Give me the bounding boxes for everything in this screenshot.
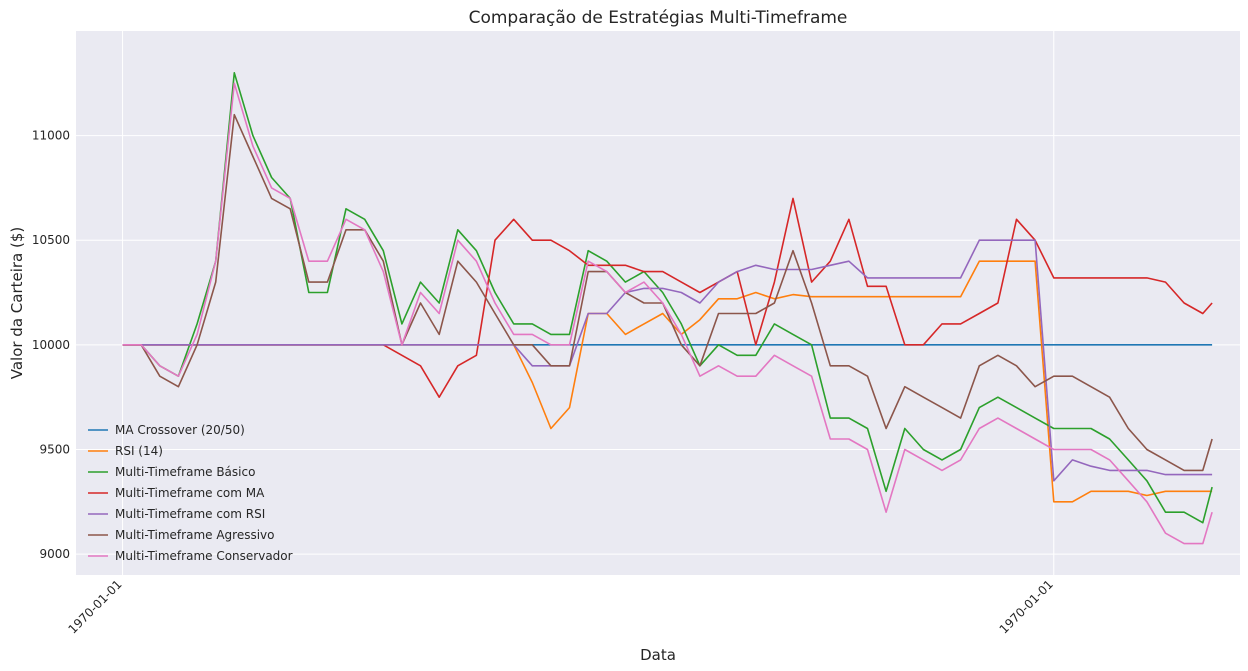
x-tick-label: 1970-01-01 <box>65 577 124 636</box>
legend-entry: Multi-Timeframe com RSI <box>115 507 265 521</box>
x-axis-ticks: 1970-01-01 1970-01-01 <box>65 577 1055 636</box>
y-tick-label: 10500 <box>32 233 70 247</box>
series-line-5 <box>122 113 1213 472</box>
series-line-4 <box>122 239 1213 482</box>
series-line-2 <box>122 72 1213 524</box>
y-tick-label: 10000 <box>32 338 70 352</box>
legend-entry: Multi-Timeframe Básico <box>115 465 255 479</box>
y-tick-label: 9500 <box>39 442 70 456</box>
legend-entry: MA Crossover (20/50) <box>115 423 245 437</box>
series-line-6 <box>122 82 1213 545</box>
y-tick-label: 9000 <box>39 547 70 561</box>
chart-title: Comparação de Estratégias Multi-Timefram… <box>469 8 848 28</box>
y-axis-label: Valor da Carteira ($) <box>8 227 26 380</box>
y-tick-label: 11000 <box>32 129 70 143</box>
legend-entry: Multi-Timeframe com MA <box>115 486 265 500</box>
series-layer <box>122 72 1213 545</box>
y-axis-ticks: 9000 9500 10000 10500 11000 <box>32 129 70 561</box>
x-axis-label: Data <box>640 646 676 664</box>
x-tick-label: 1970-01-01 <box>997 577 1056 636</box>
legend: MA Crossover (20/50) RSI (14) Multi-Timefr… <box>88 423 293 563</box>
legend-entry: RSI (14) <box>115 444 163 458</box>
legend-entry: Multi-Timeframe Conservador <box>115 549 293 563</box>
legend-entry: Multi-Timeframe Agressivo <box>115 528 275 542</box>
